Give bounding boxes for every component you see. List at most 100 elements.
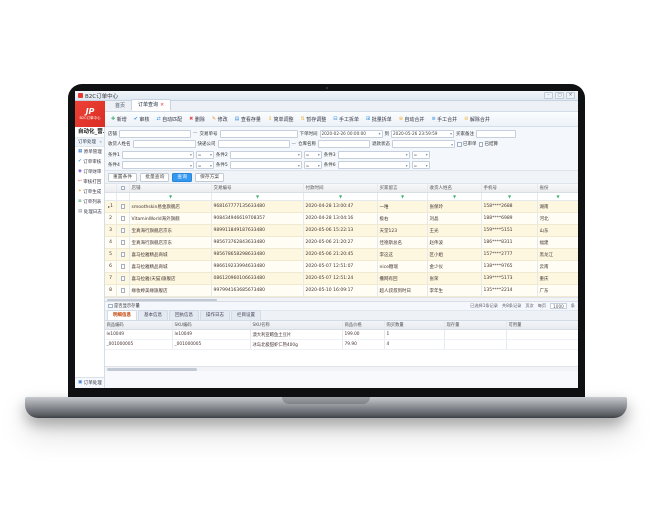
toolbar-button[interactable]: ⇅ 暂存调整: [301, 116, 327, 123]
warehouse-input[interactable]: [318, 140, 370, 149]
minimize-button[interactable]: –: [544, 92, 553, 99]
trade-no-input[interactable]: [219, 129, 298, 138]
column-header-pay-time[interactable]: 付款时间: [304, 184, 378, 192]
filter-funnel-icon[interactable]: ▼: [168, 194, 173, 199]
filter-funnel-icon[interactable]: ▼: [338, 194, 343, 199]
sidebar-item[interactable]: ≣ 订单列表: [75, 197, 104, 207]
toolbar-button[interactable]: ⊕ 自动合并: [399, 116, 425, 123]
sidebar-section-order-processing[interactable]: 订单处理 «: [75, 138, 104, 147]
column-header-available[interactable]: 可用量: [508, 323, 522, 328]
scrollbar-thumb[interactable]: [107, 368, 197, 371]
tab-order-query[interactable]: 订单查询 ×: [131, 99, 172, 111]
order-row[interactable]: 5 喜马拉雅精品商城 985678658298633480 2020-05-06…: [105, 249, 578, 261]
store-input[interactable]: [119, 129, 191, 138]
row-checkbox[interactable]: [120, 288, 126, 293]
toolbar-button[interactable]: ✖ 删除: [189, 116, 205, 123]
detail-tab-item-info[interactable]: 明细信息: [107, 310, 137, 320]
condition-field-select[interactable]: ▾: [229, 150, 302, 159]
audited-checkbox[interactable]: 已审单: [457, 141, 477, 147]
order-time-from-input[interactable]: 2020-02-26 00:00:00 ▾: [319, 129, 383, 138]
order-row[interactable]: 8 缘妆婷美缘旗舰店 997994163685673480 2020-05-10…: [105, 285, 578, 297]
column-header-sku-code[interactable]: SKU编码: [173, 321, 251, 329]
detail-tab-operation-log[interactable]: 操作日志: [200, 310, 230, 320]
order-row[interactable]: ▸ 1 smoothskin易金旗舰店 968167777135633480 20…: [105, 201, 578, 213]
condition-field-select[interactable]: ▾: [121, 150, 194, 159]
filter-funnel-icon[interactable]: ▼: [507, 194, 512, 199]
sidebar-item[interactable]: ↩ 审核打回: [75, 177, 104, 187]
batch-query-button[interactable]: 批量查询: [140, 172, 170, 182]
condition-operator-select[interactable]: = ▾: [303, 161, 322, 170]
receiver-input[interactable]: [132, 140, 196, 149]
column-header-trade-no[interactable]: 交易编号: [212, 184, 304, 192]
toolbar-button[interactable]: ✚ 新增: [111, 116, 127, 123]
filter-funnel-icon[interactable]: ▼: [452, 194, 457, 199]
per-page-input[interactable]: 1000: [550, 303, 567, 309]
query-button[interactable]: 查询: [172, 172, 193, 182]
reset-conditions-button[interactable]: 重置条件: [108, 172, 138, 182]
settled-checkbox[interactable]: 已结算: [478, 141, 498, 147]
column-header-sku-name[interactable]: SKU名称: [251, 321, 343, 329]
order-row[interactable]: 7 喜马拉雅(天猫)旗舰店 086120960106633480 2020-05…: [105, 273, 578, 285]
filter-funnel-icon[interactable]: ▼: [556, 194, 560, 199]
condition-operator-select[interactable]: = ▾: [303, 150, 322, 159]
row-checkbox[interactable]: [120, 252, 126, 257]
condition-operator-select[interactable]: = ▾: [411, 150, 430, 159]
filter-funnel-icon[interactable]: ▼: [400, 194, 405, 199]
toolbar-button[interactable]: ⊞ 批量拆单: [366, 116, 392, 123]
sidebar-item[interactable]: ✔ 订单审核: [75, 157, 104, 167]
horizontal-scrollbar[interactable]: [105, 297, 578, 301]
row-checkbox[interactable]: [120, 204, 126, 209]
order-time-to-input[interactable]: 2020-05-26 23:59:59 ▾: [391, 129, 454, 138]
condition-operator-select[interactable]: = ▾: [195, 150, 214, 159]
header-select-all-checkbox[interactable]: [117, 184, 130, 192]
condition-field-select[interactable]: ▾: [229, 161, 302, 170]
toolbar-button[interactable]: ⊟ 手工拆单: [333, 116, 359, 123]
toolbar-button[interactable]: ⇄ 自动匹配: [156, 116, 182, 123]
toolbar-button[interactable]: ⊚ 手工合并: [431, 116, 457, 123]
condition-field-select[interactable]: ▾: [337, 161, 410, 170]
row-checkbox[interactable]: [120, 276, 126, 281]
detail-horizontal-scrollbar[interactable]: [105, 366, 578, 371]
toolbar-button[interactable]: ✎ 修改: [212, 116, 228, 123]
detail-tab-receipt-info[interactable]: 回执信息: [169, 310, 199, 320]
collapse-icon[interactable]: «: [99, 140, 102, 145]
toolbar-button[interactable]: ✔ 审核: [134, 116, 150, 123]
close-button[interactable]: ✕: [566, 92, 575, 99]
row-checkbox[interactable]: [120, 216, 126, 221]
detail-row[interactable]: le10049 le10049 澳大利亚鳕鱼土豆片 199.00 1: [105, 330, 578, 340]
column-header-phone[interactable]: 手机号: [482, 184, 538, 192]
toolbar-button[interactable]: ↕ 简单调整: [268, 116, 294, 123]
detail-row[interactable]: _001000005 _001000005 冰岛北极甜虾仁熟400g 79.90…: [105, 340, 578, 350]
order-row[interactable]: 2 VitaminWorld海外旗舰 908434946619708357 20…: [105, 213, 578, 225]
toolbar-button[interactable]: ▤ 查看存量: [235, 116, 261, 123]
column-header-product-code[interactable]: 商品编码: [105, 321, 173, 329]
row-checkbox[interactable]: [120, 240, 126, 245]
column-header-receiver[interactable]: 收货人姓名: [428, 184, 482, 192]
detail-tab-basic-info[interactable]: 基本信息: [138, 310, 168, 320]
row-checkbox[interactable]: [120, 264, 126, 269]
scrollbar-thumb[interactable]: [107, 299, 217, 301]
column-header-buyer-message[interactable]: 买家留言: [378, 184, 428, 192]
condition-operator-select[interactable]: = ▾: [411, 161, 430, 170]
buyer-note-input[interactable]: [476, 129, 516, 138]
tab-home[interactable]: 首页: [115, 103, 126, 109]
column-header-price[interactable]: 商品价格: [343, 321, 385, 329]
sidebar-item[interactable]: ◉ 订单财审: [75, 167, 104, 177]
column-header-shop[interactable]: 店铺: [130, 184, 212, 192]
condition-field-select[interactable]: ▾: [121, 161, 194, 170]
sidebar-item-order-process-bottom[interactable]: ▣ 订单处理: [75, 377, 104, 388]
column-header-qty[interactable]: 购买数量: [385, 321, 445, 329]
save-plan-button[interactable]: 保存方案: [195, 172, 225, 182]
toolbar-button[interactable]: ⊘ 解除合并: [464, 116, 490, 123]
page-label[interactable]: 页次: [525, 303, 534, 308]
tab-close-icon[interactable]: ×: [160, 101, 165, 108]
sidebar-item[interactable]: ✦ 订单生成: [75, 187, 104, 197]
order-row[interactable]: 6 喜马拉雅精品商城 986619233994633480 2020-05-07…: [105, 261, 578, 273]
sidebar-item[interactable]: ▤ 处理日志: [75, 207, 104, 217]
order-row[interactable]: 3 宝真海行旗舰店京东 989911849187633480 2020-05-0…: [105, 225, 578, 237]
column-header-province[interactable]: 省份: [539, 186, 549, 191]
condition-operator-select[interactable]: = ▾: [195, 161, 214, 170]
column-header-stock[interactable]: 现存量: [445, 321, 507, 329]
order-row[interactable]: 4 宝真海行旗舰店京东 985673762843633480 2020-05-0…: [105, 237, 578, 249]
condition-field-select[interactable]: ▾: [337, 150, 410, 159]
